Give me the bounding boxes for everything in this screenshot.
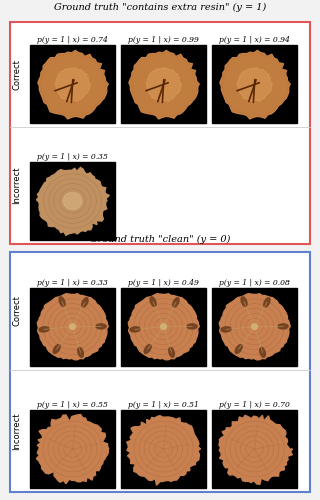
Ellipse shape bbox=[63, 192, 82, 210]
Ellipse shape bbox=[39, 327, 49, 332]
Text: p(y = 1 | x) = 0.08: p(y = 1 | x) = 0.08 bbox=[219, 278, 290, 286]
Polygon shape bbox=[128, 294, 199, 360]
Text: Ground truth "clean" (y = 0): Ground truth "clean" (y = 0) bbox=[90, 235, 230, 244]
Ellipse shape bbox=[187, 324, 197, 329]
Ellipse shape bbox=[161, 324, 166, 330]
Ellipse shape bbox=[241, 297, 247, 306]
Text: p(y = 1 | x) = 0.99: p(y = 1 | x) = 0.99 bbox=[128, 36, 199, 44]
Bar bbox=[30, 46, 115, 124]
Bar bbox=[121, 46, 206, 124]
Text: p(y = 1 | x) = 0.51: p(y = 1 | x) = 0.51 bbox=[128, 401, 199, 409]
Ellipse shape bbox=[169, 348, 174, 358]
Polygon shape bbox=[221, 52, 289, 118]
Bar bbox=[30, 410, 115, 488]
Text: p(y = 1 | x) = 0.74: p(y = 1 | x) = 0.74 bbox=[37, 36, 108, 44]
Bar bbox=[212, 410, 297, 488]
Bar bbox=[121, 288, 206, 366]
Ellipse shape bbox=[278, 324, 288, 329]
Polygon shape bbox=[219, 294, 290, 360]
Text: p(y = 1 | x) = 0.33: p(y = 1 | x) = 0.33 bbox=[37, 278, 108, 286]
Ellipse shape bbox=[96, 324, 106, 329]
Ellipse shape bbox=[82, 298, 88, 307]
Polygon shape bbox=[39, 52, 107, 118]
Bar bbox=[121, 410, 206, 488]
Polygon shape bbox=[36, 168, 109, 235]
Text: p(y = 1 | x) = 0.70: p(y = 1 | x) = 0.70 bbox=[219, 401, 290, 409]
Text: Incorrect: Incorrect bbox=[12, 412, 21, 450]
Ellipse shape bbox=[69, 324, 76, 330]
Ellipse shape bbox=[260, 348, 265, 358]
Ellipse shape bbox=[150, 297, 156, 306]
Text: p(y = 1 | x) = 0.55: p(y = 1 | x) = 0.55 bbox=[37, 401, 108, 409]
Text: p(y = 1 | x) = 0.49: p(y = 1 | x) = 0.49 bbox=[128, 278, 199, 286]
Bar bbox=[30, 162, 115, 240]
Polygon shape bbox=[38, 50, 108, 119]
Polygon shape bbox=[220, 50, 290, 119]
Polygon shape bbox=[36, 414, 109, 484]
Ellipse shape bbox=[59, 297, 65, 306]
Polygon shape bbox=[130, 52, 198, 118]
Polygon shape bbox=[237, 68, 272, 102]
Polygon shape bbox=[127, 416, 201, 485]
Polygon shape bbox=[55, 68, 91, 102]
Ellipse shape bbox=[173, 298, 179, 307]
Polygon shape bbox=[37, 294, 108, 360]
Ellipse shape bbox=[252, 324, 258, 330]
Text: Correct: Correct bbox=[12, 60, 21, 90]
Polygon shape bbox=[219, 416, 292, 484]
Bar bbox=[30, 288, 115, 366]
Text: p(y = 1 | x) = 0.35: p(y = 1 | x) = 0.35 bbox=[37, 153, 108, 161]
Ellipse shape bbox=[221, 327, 231, 332]
Bar bbox=[212, 46, 297, 124]
Ellipse shape bbox=[235, 344, 242, 354]
Text: Ground truth "contains extra resin" (y = 1): Ground truth "contains extra resin" (y =… bbox=[54, 3, 266, 12]
Ellipse shape bbox=[78, 348, 84, 358]
Bar bbox=[212, 288, 297, 366]
Polygon shape bbox=[129, 50, 199, 119]
Bar bbox=[10, 252, 310, 492]
Text: Correct: Correct bbox=[12, 296, 21, 326]
Bar bbox=[10, 22, 310, 244]
Ellipse shape bbox=[264, 298, 270, 307]
Ellipse shape bbox=[53, 344, 60, 354]
Text: p(y = 1 | x) = 0.94: p(y = 1 | x) = 0.94 bbox=[219, 36, 290, 44]
Ellipse shape bbox=[144, 344, 151, 354]
Ellipse shape bbox=[130, 327, 140, 332]
Polygon shape bbox=[146, 68, 181, 102]
Text: Incorrect: Incorrect bbox=[12, 167, 21, 204]
